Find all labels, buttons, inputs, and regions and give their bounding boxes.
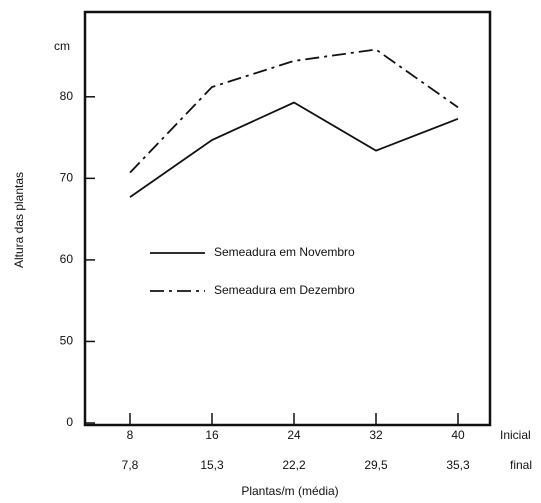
legend-label: Semeadura em Novembro [214,245,355,259]
y-tick-label: 60 [60,252,74,266]
legend-label: Semeadura em Dezembro [214,283,355,297]
y-tick-label: 0 [66,415,73,429]
y-tick-label: 50 [60,334,74,348]
x-tick-label: 32 [369,428,383,442]
row-label: Inicial [500,428,531,442]
x-tick-label-final: 29,5 [364,458,388,472]
x-tick-label-final: 35,3 [446,458,470,472]
x-tick-label: 24 [287,428,301,442]
x-tick-label-final: 22,2 [282,458,306,472]
y-axis-label: Altura das plantas [12,172,26,268]
x-tick-label: 16 [205,428,219,442]
y-unit: cm [54,39,70,53]
x-axis-label: Plantas/m (média) [241,484,338,498]
x-tick-label-final: 15,3 [200,458,224,472]
y-tick-label: 80 [60,89,74,103]
x-tick-label: 40 [451,428,465,442]
x-tick-label: 8 [127,428,134,442]
y-tick-label: 70 [60,171,74,185]
series-line [129,101,459,198]
plot-frame [83,10,492,427]
series-line [129,48,459,174]
row-label: final [510,458,532,472]
x-tick-label-final: 7,8 [122,458,139,472]
